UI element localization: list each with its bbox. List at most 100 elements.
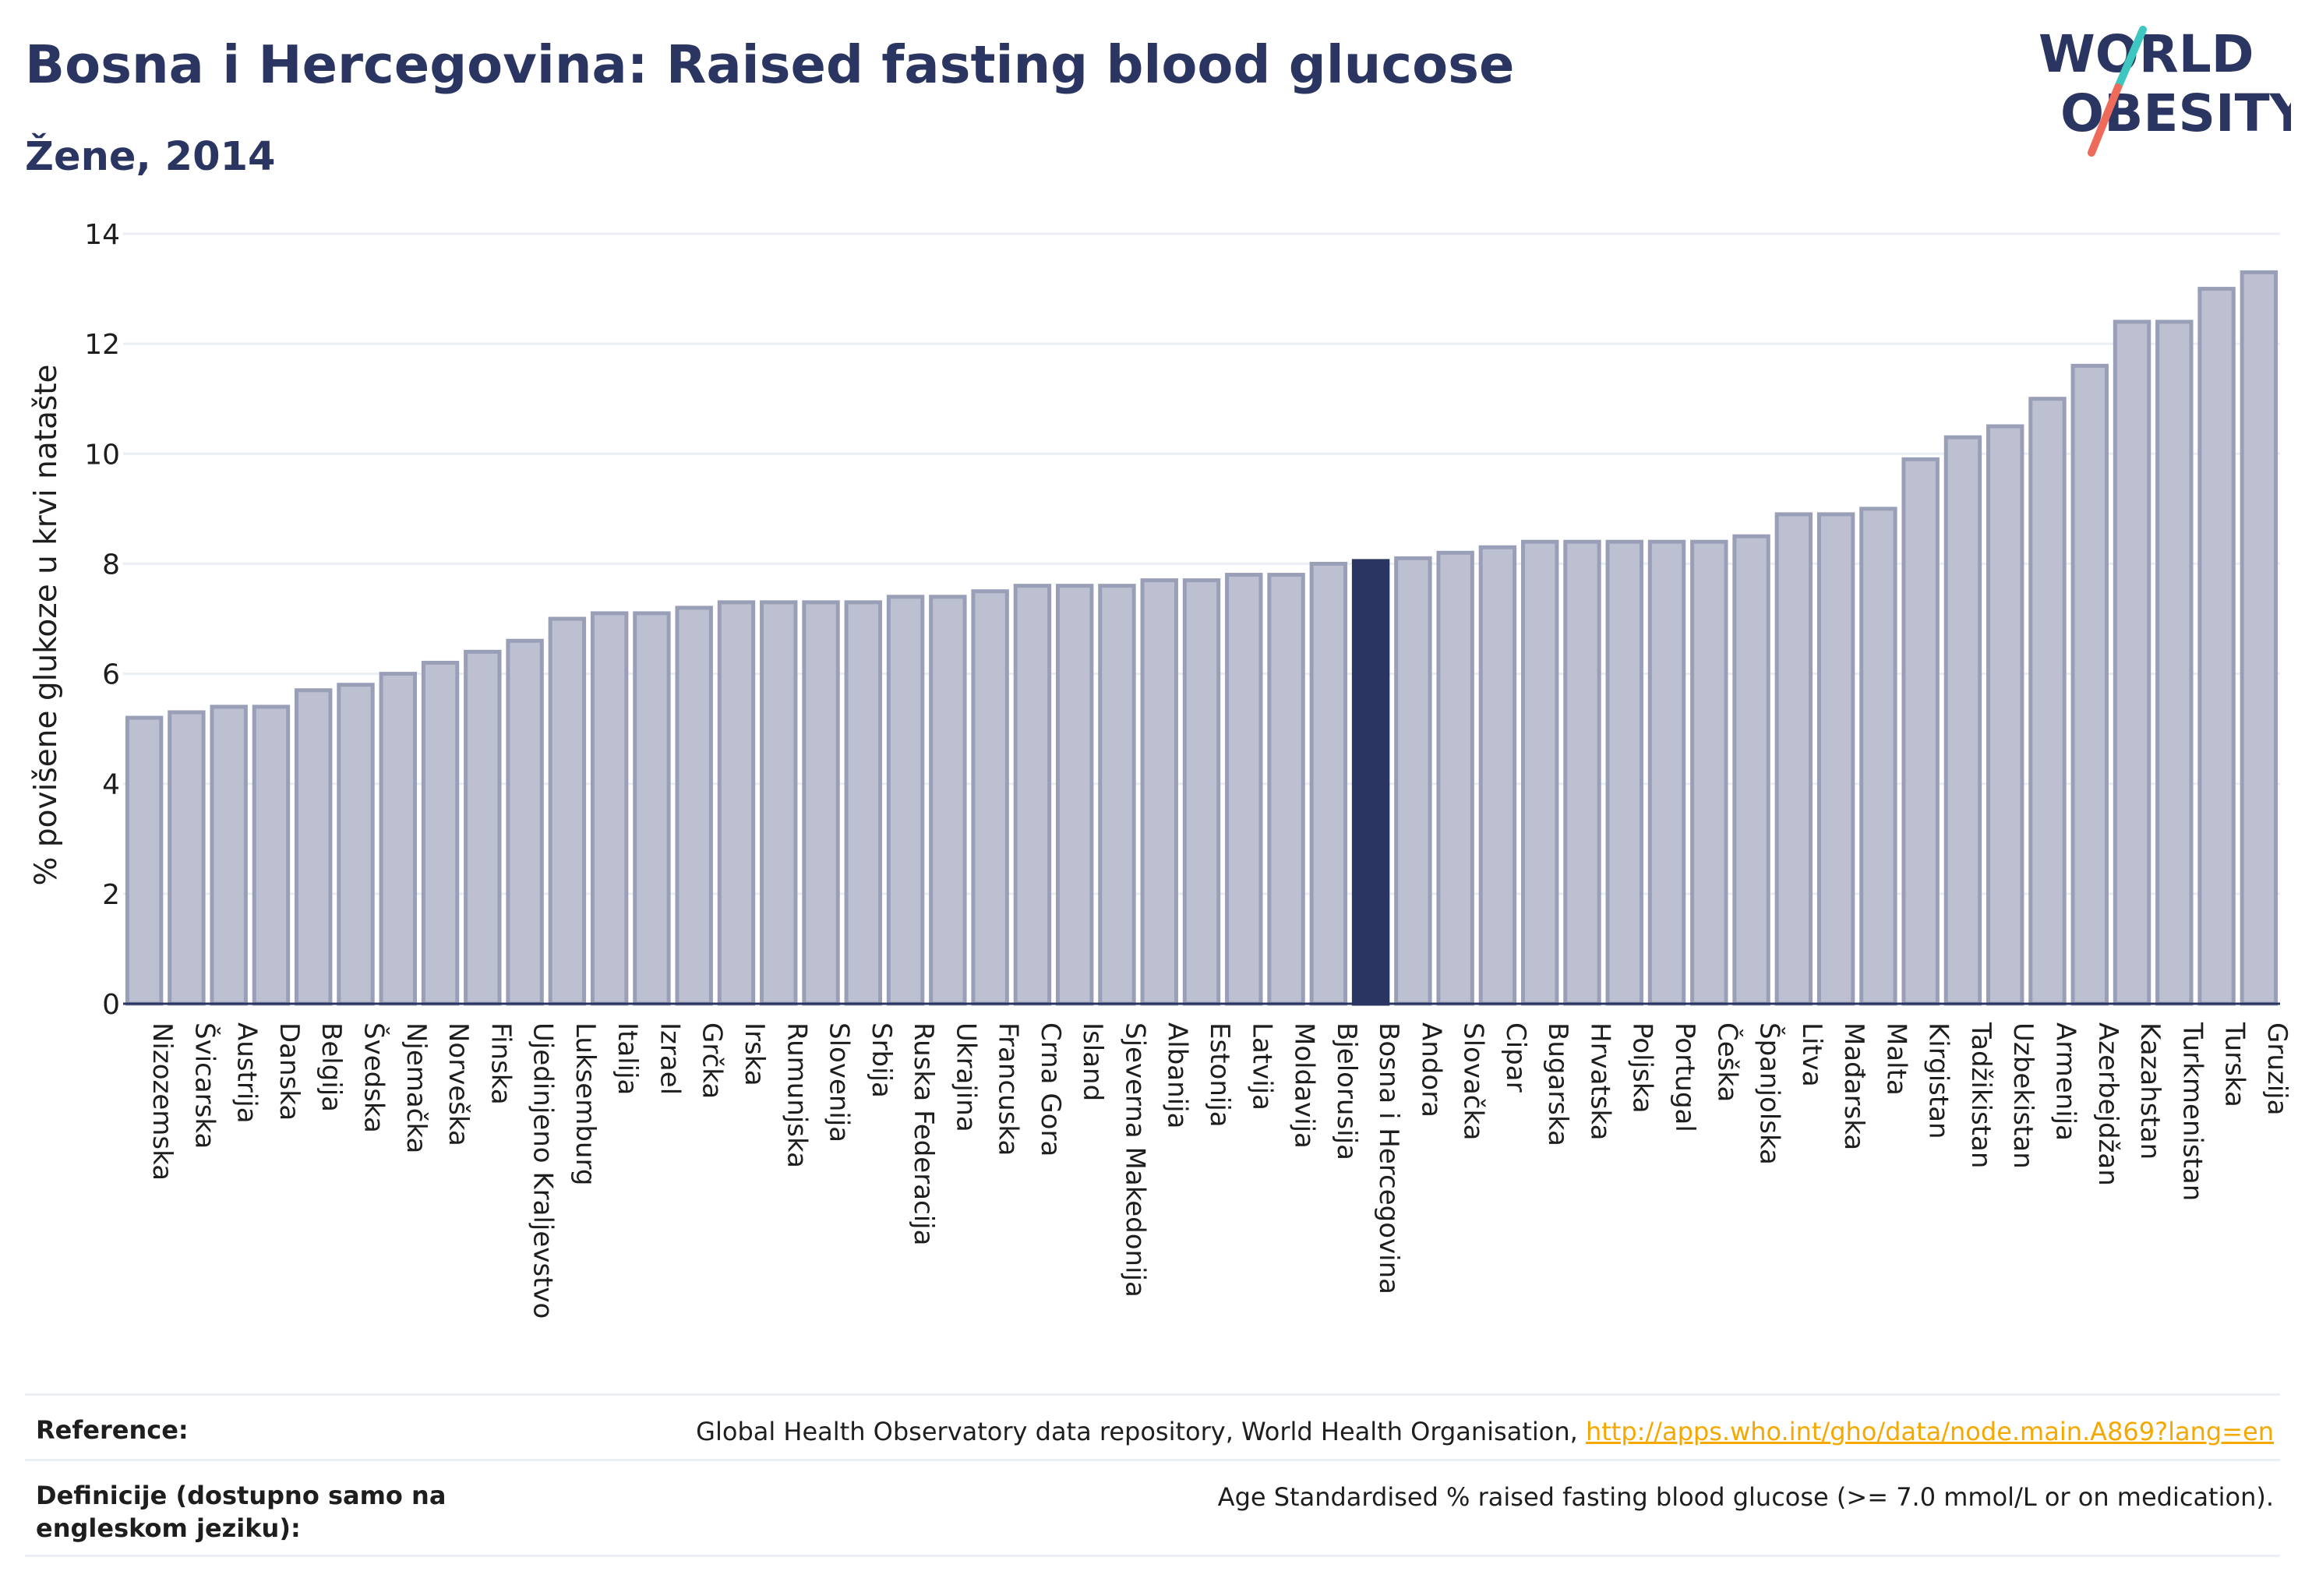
bar [929,595,967,1006]
x-tick-label: Crna Gora [1035,1022,1066,1156]
x-tick-label: Estonija [1204,1022,1235,1128]
bar [1436,550,1474,1006]
x-tick-label: Nizozemska [146,1022,178,1181]
x-tick-label: Bjelorusija [1331,1022,1362,1160]
y-axis-ticks: 0 2 4 6 8 10 12 14 [84,219,120,1021]
x-tick-label: Poljska [1627,1022,1658,1114]
bar [506,638,544,1006]
bar [1225,573,1263,1006]
bar [252,704,291,1006]
x-tick-label: Italija [612,1022,643,1095]
bar [1690,539,1728,1006]
x-tick-label: Turkmenistan [2176,1022,2208,1201]
chart-subtitle: Žene, 2014 [25,134,276,180]
x-tick-label: Rumunjska [781,1022,812,1168]
x-tick-label: Austrija [231,1022,263,1124]
x-tick-label: Španjolska [1754,1022,1786,1165]
bar [168,710,206,1006]
bar [337,683,375,1006]
bar [1605,539,1643,1006]
x-tick-label: Luksemburg [570,1022,601,1185]
x-tick-label: Švicarska [189,1022,221,1149]
x-tick-label: Finska [485,1022,516,1105]
bar [717,600,756,1006]
bar [210,704,248,1006]
bar [1182,578,1221,1006]
bar [464,649,502,1006]
x-tick-label: Švedska [358,1022,390,1133]
x-tick-label: Njemačka [401,1022,432,1153]
bar [971,589,1009,1006]
x-tick-label: Slovačka [1458,1022,1489,1140]
bar [886,595,925,1006]
bar [2155,320,2194,1006]
bar [1901,457,1940,1006]
bar [844,600,883,1006]
x-tick-label: Andora [1415,1022,1446,1118]
y-tick-label: 10 [84,439,120,471]
x-tick-label: Češka [1711,1022,1743,1102]
bar [2113,320,2151,1006]
x-tick-label: Slovenija [824,1022,855,1142]
x-axis-labels: Nizozemska Švicarska Austrija Danska Belgija… [146,1022,2293,1319]
bar [2028,397,2067,1006]
x-tick-label: Mađarska [1838,1022,1869,1150]
bar [1013,584,1052,1006]
y-tick-label: 6 [102,659,120,691]
footer-divider-middle [25,1459,2280,1461]
x-tick-label: Latvija [1246,1022,1277,1110]
bar [1098,584,1136,1006]
bars [125,270,2279,1006]
bar [1647,539,1686,1006]
y-tick-label: 2 [102,879,120,911]
x-tick-label: Armenija [2049,1022,2081,1141]
x-tick-label: Bugarska [1542,1022,1573,1146]
bar [1140,578,1178,1006]
x-tick-label: Tadžikistan [1965,1022,1996,1168]
definition-label: Definicije (dostupno samo na engleskom j… [36,1481,447,1543]
x-tick-label: Malta [1880,1022,1911,1096]
bar [802,600,840,1006]
reference-link[interactable]: http://apps.who.int/gho/data/node.main.A… [1585,1417,2274,1446]
x-tick-label: Cipar [1500,1022,1531,1093]
bar [1478,545,1517,1006]
bar-chart: 0 2 4 6 8 10 12 14 Nizozemska Švicarska Austrija D… [29,219,2293,1319]
definition-text: Age Standardised % raised fasting blood … [1217,1482,2274,1512]
x-tick-label: Norveška [443,1022,474,1146]
y-axis-label: % povišene glukoze u krvi natašte [29,364,64,885]
x-tick-label: Bosna i Hercegovina [1373,1022,1404,1294]
bar [1055,584,1094,1006]
x-tick-label: Portugal [1669,1022,1700,1132]
x-tick-label: Litva [1796,1022,1827,1087]
x-tick-label: Turska [2219,1022,2250,1107]
bar [1267,573,1305,1006]
bar [2070,363,2109,1006]
bar [1732,534,1770,1006]
bar [590,611,629,1006]
y-tick-label: 8 [102,549,120,581]
y-tick-label: 12 [84,329,120,361]
reference-label: Reference: [36,1415,189,1445]
logo-slash-teal [2114,26,2147,91]
bar [675,606,713,1006]
x-tick-label: Grčka [697,1022,728,1099]
bar [379,672,417,1006]
footer-divider-top [25,1393,2280,1396]
x-tick-label: Albanija [1162,1022,1193,1128]
bar [1816,512,1855,1006]
x-tick-label: Island [1077,1022,1108,1101]
bar [2197,287,2236,1006]
bar-highlighted [1351,559,1390,1006]
bar [1943,435,1982,1006]
x-tick-label: Hrvatska [1584,1022,1615,1140]
bar [633,611,671,1006]
bar [1774,512,1813,1006]
x-tick-label: Ujedinjeno Kraljevstvo [528,1022,559,1319]
bar [295,688,333,1006]
bar [1859,507,1897,1006]
x-tick-label: Moldavija [1289,1022,1320,1149]
bar [1394,556,1432,1006]
x-tick-label: Belgija [316,1022,347,1112]
x-tick-label: Uzbekistan [2007,1022,2038,1169]
logo-slash-red [2088,83,2122,157]
